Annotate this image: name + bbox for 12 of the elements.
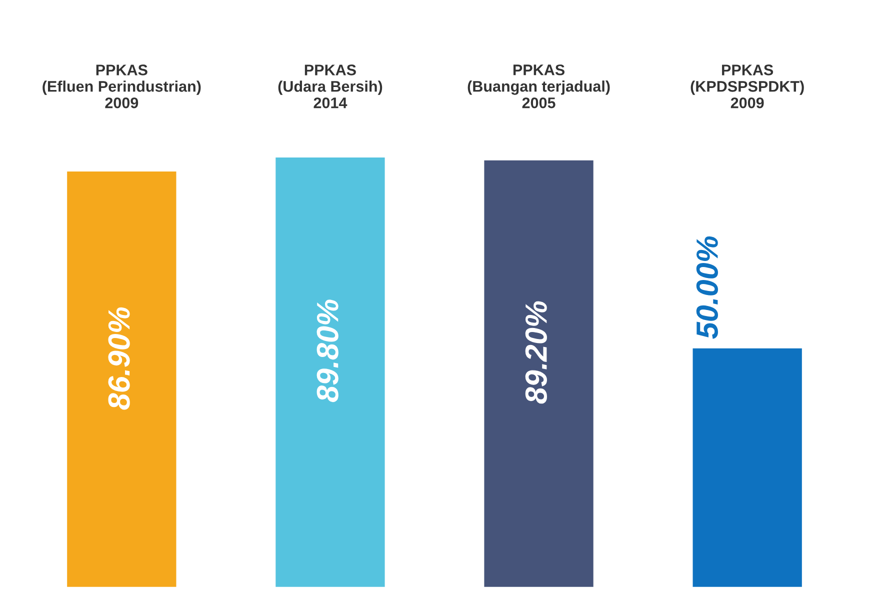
x-tick-label: PPKAS (Buangan terjadual) 2005 [468, 64, 610, 108]
data-label: 50.00% [696, 236, 718, 339]
bar [66, 170, 178, 588]
x-tick-label: PPKAS (Efluen Perindustrian) 2009 [42, 64, 201, 108]
bar [482, 159, 595, 588]
x-tick-label: PPKAS (Udara Bersih) 2014 [278, 64, 382, 108]
bar [274, 156, 386, 588]
x-tick-label: PPKAS (KPDSPSPDKT) 2009 [690, 64, 804, 108]
data-label: 89.20% [525, 301, 547, 404]
bar [691, 347, 804, 588]
data-label: 89.80% [316, 300, 338, 402]
data-label: 86.90% [108, 307, 130, 410]
